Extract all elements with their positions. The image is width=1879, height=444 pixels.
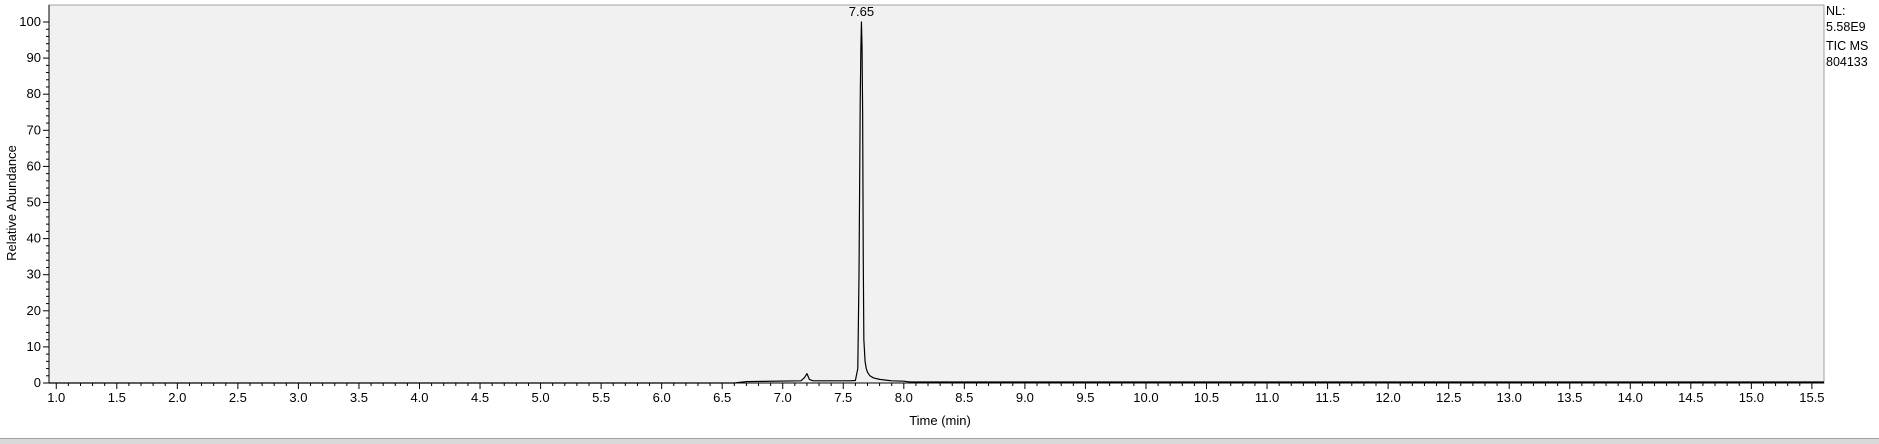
x-tick-label: 8.5 — [955, 390, 973, 405]
x-tick-label: 14.5 — [1678, 390, 1703, 405]
y-tick-label: 30 — [27, 267, 41, 282]
x-tick-label: 10.0 — [1133, 390, 1158, 405]
y-axis-ticks: 0 10 20 30 40 50 60 70 80 90 100 — [19, 14, 49, 390]
series-layer — [49, 21, 1824, 384]
y-tick-label: 60 — [27, 158, 41, 173]
x-tick-label: 8.0 — [895, 390, 913, 405]
tic-series-line — [49, 21, 1824, 384]
x-tick-label: 11.0 — [1255, 390, 1279, 405]
x-tick-label: 9.0 — [1016, 390, 1034, 405]
y-axis-label: Relative Abundance — [4, 145, 19, 261]
x-tick-label: 15.0 — [1739, 390, 1764, 405]
sidebar-nl-label: NL: — [1826, 4, 1845, 18]
x-tick-label: 4.0 — [410, 390, 428, 405]
x-tick-label: 1.0 — [47, 390, 65, 405]
y-tick-label: 80 — [27, 86, 41, 101]
sidebar-nl-value: 5.58E9 — [1826, 20, 1866, 34]
y-tick-label: 70 — [27, 122, 41, 137]
sidebar-scan-filter: TIC MS — [1826, 39, 1868, 53]
x-tick-label: 15.5 — [1799, 390, 1824, 405]
y-tick-label: 10 — [27, 339, 41, 354]
x-tick-label: 4.5 — [471, 390, 489, 405]
x-tick-label: 5.0 — [532, 390, 550, 405]
x-tick-label: 14.0 — [1618, 390, 1643, 405]
x-axis-label: Time (min) — [909, 413, 971, 428]
x-tick-label: 10.5 — [1194, 390, 1219, 405]
x-tick-label: 2.0 — [168, 390, 186, 405]
x-tick-label: 7.5 — [834, 390, 852, 405]
y-tick-label: 40 — [27, 231, 41, 246]
x-axis-ticks: 1.0 1.5 2.0 2.5 3.0 3.5 4.0 4.5 5.0 5.5 6.0 6.5 7.0 7… — [47, 383, 1825, 405]
x-tick-label: 6.0 — [653, 390, 671, 405]
sidebar-file-id: 804133 — [1826, 55, 1868, 69]
x-tick-label: 12.5 — [1436, 390, 1461, 405]
peak-label: 7.65 — [849, 4, 874, 19]
x-tick-label: 2.5 — [229, 390, 247, 405]
x-tick-label: 11.5 — [1315, 390, 1339, 405]
x-tick-label: 6.5 — [713, 390, 731, 405]
y-tick-label: 0 — [34, 375, 41, 390]
y-tick-label: 20 — [27, 303, 41, 318]
x-tick-label: 3.0 — [289, 390, 307, 405]
x-tick-label: 13.0 — [1497, 390, 1522, 405]
y-tick-label: 100 — [19, 14, 41, 29]
x-tick-label: 3.5 — [350, 390, 368, 405]
plot-background — [48, 4, 1825, 384]
y-tick-label: 50 — [27, 195, 41, 210]
window-bottom-border — [0, 438, 1879, 444]
y-tick-label: 90 — [27, 50, 41, 65]
x-tick-label: 7.0 — [774, 390, 792, 405]
x-tick-label: 13.5 — [1557, 390, 1582, 405]
x-tick-label: 9.5 — [1076, 390, 1094, 405]
x-tick-label: 12.0 — [1375, 390, 1400, 405]
x-tick-label: 1.5 — [108, 390, 126, 405]
x-tick-label: 5.5 — [592, 390, 610, 405]
